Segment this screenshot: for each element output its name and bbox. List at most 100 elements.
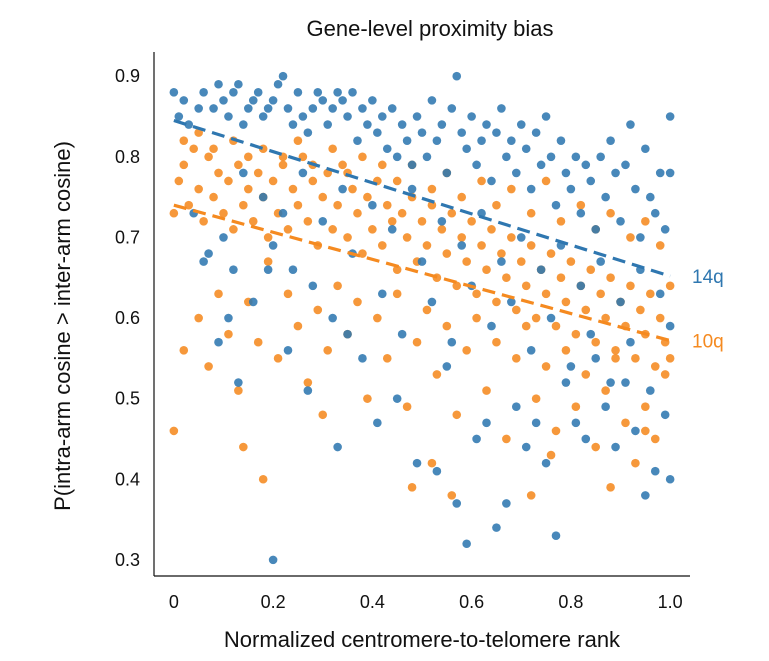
data-point-14q [199,257,208,266]
data-point-14q [258,112,268,121]
data-point-10q [263,233,273,242]
data-point-14q [521,144,531,154]
data-point-10q [214,168,223,178]
x-tick-label: 0 [169,592,179,612]
data-point-14q [219,233,228,242]
data-point-14q [621,378,630,387]
data-point-14q [526,345,536,355]
data-point-10q [392,289,402,299]
data-point-14q [606,378,615,387]
data-point-14q [343,329,352,339]
data-point-10q [194,313,203,323]
data-point-14q [397,329,407,339]
data-point-10q [303,378,313,387]
data-point-10q [328,225,337,234]
data-point-10q [502,273,511,283]
data-point-14q [179,96,189,105]
data-point-14q [665,112,675,121]
data-point-10q [382,200,392,210]
data-point-14q [407,160,417,170]
data-point-14q [556,136,566,145]
data-point-14q [417,128,427,137]
chart-title: Gene-level proximity bias [307,16,554,41]
data-point-14q [402,136,412,145]
data-point-14q [645,386,655,395]
data-point-14q [571,152,581,162]
data-point-10q [333,200,342,210]
data-point-10q [492,337,501,347]
data-point-14q [551,531,561,540]
data-point-14q [373,128,382,137]
data-point-10q [368,225,377,234]
data-point-14q [660,410,670,420]
data-point-14q [457,128,467,137]
data-point-14q [650,466,660,476]
data-point-14q [368,200,377,210]
data-point-10q [318,410,328,420]
data-point-10q [442,249,452,258]
data-point-10q [422,241,432,250]
x-tick-label: 0.6 [459,592,484,612]
data-point-14q [229,265,238,274]
data-point-10q [373,313,382,323]
data-point-14q [303,128,313,137]
x-axis-ticks: 0 0.2 0.4 0.6 0.8 1.0 [169,592,683,612]
data-point-10q [234,160,243,170]
data-point-14q [412,458,422,468]
data-point-14q [253,88,263,97]
data-point-14q [387,225,397,234]
series-label-10q: 10q [692,332,724,353]
data-point-14q [432,136,442,145]
data-point-10q [655,313,665,323]
data-point-10q [606,208,615,218]
data-point-14q [338,184,347,194]
data-point-14q [392,394,402,403]
data-point-14q [263,104,273,113]
data-point-10q [571,329,581,339]
data-point-14q [283,345,293,355]
data-point-10q [462,345,471,355]
data-point-14q [561,378,571,387]
data-point-14q [298,168,308,178]
data-point-14q [462,144,471,154]
data-point-14q [397,120,407,129]
data-point-10q [457,192,467,202]
data-point-14q [596,257,605,266]
data-point-10q [358,249,367,258]
data-point-10q [601,313,610,323]
data-point-14q [482,120,491,129]
data-point-10q [293,200,303,210]
data-point-14q [204,249,213,258]
x-axis-label: Normalized centromere-to-telomere rank [224,627,621,652]
data-point-10q [343,233,352,242]
x-tick-label: 1.0 [658,592,683,612]
data-point-14q [482,418,491,428]
data-point-14q [660,225,670,234]
data-point-10q [551,426,561,436]
data-point-14q [497,257,506,266]
data-point-10q [631,354,640,363]
data-point-14q [452,499,462,508]
data-point-10q [353,208,362,218]
data-point-10q [611,345,620,355]
data-point-10q [377,160,387,170]
data-point-14q [248,297,258,307]
data-point-10q [511,354,521,363]
data-point-14q [214,79,223,89]
data-point-14q [526,184,536,194]
data-point-14q [462,539,471,549]
data-point-14q [611,168,620,178]
data-point-10q [492,200,501,210]
data-point-14q [616,297,625,307]
data-point-10q [402,402,412,412]
y-tick-label: 0.4 [115,469,140,489]
data-point-14q [551,200,561,210]
data-point-10q [253,337,263,347]
data-point-14q [531,418,541,428]
data-point-14q [199,88,208,97]
trendlines-layer [173,118,671,343]
data-point-10q [487,225,496,234]
data-point-14q [507,297,516,307]
data-point-10q [581,370,591,379]
data-point-14q [333,88,342,97]
